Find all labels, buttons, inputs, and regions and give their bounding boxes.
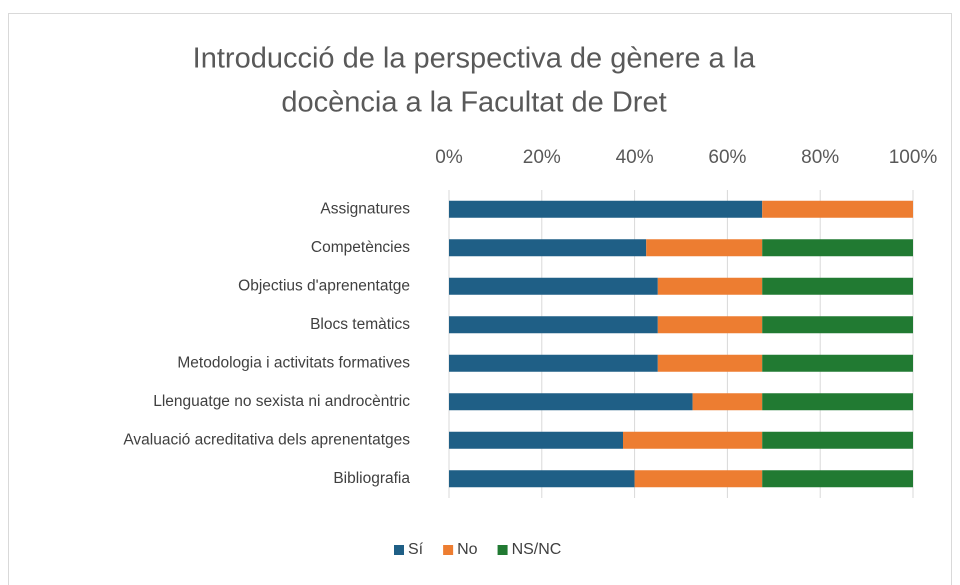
bar-segment	[762, 316, 913, 334]
y-tick-label: Llenguatge no sexista ni androcèntric	[153, 393, 410, 410]
bar-segment	[449, 431, 623, 449]
bar-segment	[449, 277, 658, 295]
x-tick-label: 20%	[523, 147, 561, 168]
bar-segment	[449, 354, 658, 372]
bar-segment	[449, 200, 763, 218]
bar-segment	[623, 431, 763, 449]
x-tick-label: 40%	[616, 147, 654, 168]
bar-segment	[646, 239, 763, 257]
chart-title: Introducció de la perspectiva de gènere …	[193, 43, 757, 75]
legend-swatch	[497, 545, 508, 555]
bar-segment	[762, 431, 913, 449]
bar-segment	[762, 354, 913, 372]
bar-segment	[449, 470, 635, 488]
bar-segment	[657, 354, 763, 372]
y-tick-label: Assignatures	[320, 200, 410, 217]
chart-title: docència a la Facultat de Dret	[281, 87, 666, 119]
y-tick-label: Avaluació acreditativa dels aprenentatge…	[123, 431, 410, 448]
bar-segment	[634, 470, 763, 488]
bar-segment	[449, 393, 693, 411]
bar-segment	[449, 239, 647, 257]
legend-label: NS/NC	[512, 541, 562, 558]
legend-swatch	[443, 545, 454, 555]
bar-segment	[762, 239, 913, 257]
y-tick-label: Bibliografia	[333, 470, 410, 487]
x-tick-label: 80%	[801, 147, 839, 168]
y-tick-label: Competències	[311, 239, 410, 256]
y-tick-label: Blocs temàtics	[310, 316, 410, 333]
bar-segment	[692, 393, 763, 411]
chart-border	[8, 13, 952, 585]
legend-swatch	[394, 545, 404, 555]
legend-label: No	[457, 541, 478, 558]
bar-segment	[449, 316, 658, 334]
y-tick-label: Objectius d'aprenentatge	[238, 277, 410, 294]
bar-segment	[657, 277, 763, 295]
bar-segment	[657, 316, 763, 334]
bar-segment	[762, 200, 913, 218]
x-tick-label: 100%	[889, 147, 938, 168]
bar-segment	[762, 470, 913, 488]
x-tick-label: 60%	[708, 147, 746, 168]
bar-segment	[762, 277, 913, 295]
y-tick-label: Metodologia i activitats formatives	[177, 354, 410, 371]
bar-segment	[762, 393, 913, 411]
legend-label: Sí	[408, 541, 424, 558]
x-tick-label: 0%	[435, 147, 463, 168]
